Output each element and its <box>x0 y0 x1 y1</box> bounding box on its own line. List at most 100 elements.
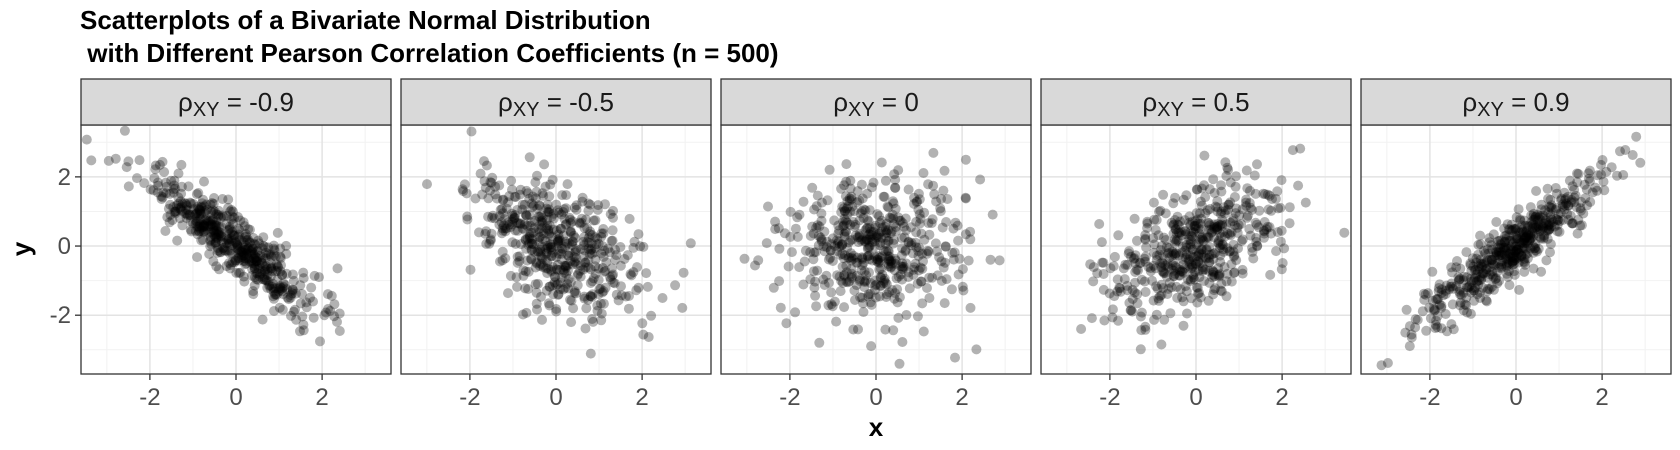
data-point <box>153 177 163 188</box>
data-point <box>110 153 121 164</box>
data-point <box>466 126 477 137</box>
data-point <box>329 299 340 310</box>
data-point <box>199 221 210 232</box>
data-point <box>553 207 564 218</box>
facet-strip <box>400 78 712 126</box>
data-point <box>560 260 571 271</box>
data-point <box>886 255 897 266</box>
data-point <box>837 201 848 212</box>
data-point <box>269 306 279 316</box>
data-point <box>538 262 549 273</box>
data-point <box>226 205 237 215</box>
data-point <box>914 209 925 220</box>
data-point <box>562 179 573 190</box>
data-point <box>869 241 880 252</box>
data-point <box>485 234 496 245</box>
data-point <box>262 266 273 277</box>
data-point <box>259 274 270 285</box>
data-point <box>121 162 132 173</box>
data-point <box>543 263 554 274</box>
data-point <box>239 242 250 253</box>
data-point <box>216 212 226 223</box>
data-point <box>283 294 294 305</box>
data-point <box>332 263 343 274</box>
data-point <box>191 216 202 227</box>
data-point <box>635 241 646 252</box>
data-point <box>932 270 943 281</box>
data-point <box>1129 287 1140 298</box>
chart-title: Scatterplots of a Bivariate Normal Distr… <box>80 5 779 68</box>
data-point <box>270 266 281 277</box>
data-point <box>1217 219 1227 229</box>
data-point <box>1404 321 1415 332</box>
data-point <box>568 230 579 241</box>
data-point <box>551 252 562 263</box>
data-point <box>422 179 432 190</box>
data-point <box>244 237 255 248</box>
data-point <box>530 262 541 273</box>
data-point <box>559 204 570 215</box>
data-point <box>230 255 241 266</box>
strip-subscript: XY <box>848 99 875 121</box>
data-point <box>249 263 260 274</box>
data-point <box>541 223 552 234</box>
data-point <box>208 198 219 209</box>
data-point <box>149 173 160 184</box>
data-point <box>875 272 886 282</box>
x-tick-label: 2 <box>1595 384 1608 411</box>
data-point <box>308 296 318 307</box>
data-point <box>1427 266 1438 277</box>
data-point <box>616 281 626 292</box>
data-point <box>887 258 897 269</box>
data-point <box>191 216 201 227</box>
data-point <box>259 241 270 252</box>
data-point <box>103 155 114 166</box>
data-point <box>1504 235 1515 246</box>
data-point <box>229 212 240 223</box>
data-point <box>225 233 236 244</box>
data-point <box>890 255 901 266</box>
data-point <box>1192 297 1203 308</box>
data-point <box>206 215 217 226</box>
data-point <box>848 324 859 335</box>
data-point <box>620 291 631 302</box>
data-point <box>204 249 215 259</box>
data-point <box>588 273 599 284</box>
data-point <box>1597 155 1608 165</box>
data-point <box>533 211 544 222</box>
data-point <box>238 244 249 255</box>
data-point <box>325 305 336 316</box>
data-point <box>195 217 206 228</box>
data-point <box>546 244 557 255</box>
data-point <box>223 235 234 245</box>
data-point <box>214 228 224 239</box>
data-point <box>132 173 142 184</box>
data-point <box>581 303 592 314</box>
data-point <box>301 297 312 308</box>
data-point <box>1200 192 1211 203</box>
data-point <box>799 256 810 267</box>
data-point <box>260 253 271 264</box>
data-point <box>512 281 523 292</box>
data-point <box>810 290 821 301</box>
data-point <box>150 160 161 171</box>
data-point <box>1451 262 1462 273</box>
data-point <box>607 225 618 236</box>
data-point <box>570 245 581 256</box>
data-point <box>494 211 505 222</box>
data-point <box>215 227 226 238</box>
data-point <box>899 221 909 232</box>
data-point <box>208 205 219 216</box>
data-point <box>555 264 566 275</box>
data-point <box>900 245 911 255</box>
data-point <box>560 282 571 293</box>
data-point <box>254 238 265 249</box>
data-point <box>500 223 511 234</box>
data-point <box>265 271 276 282</box>
data-point <box>916 228 927 239</box>
data-point <box>247 270 257 281</box>
data-point <box>503 288 513 299</box>
data-point <box>822 195 833 206</box>
data-point <box>868 177 879 188</box>
data-point <box>246 248 257 259</box>
